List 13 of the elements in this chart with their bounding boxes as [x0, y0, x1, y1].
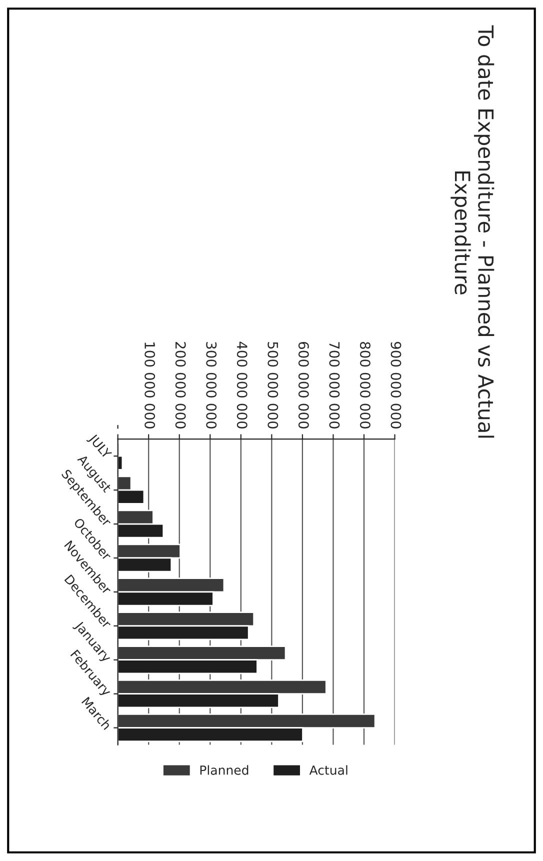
x-tick-label: 100 000 000	[144, 342, 156, 428]
x-tick-label: 500 000 000	[268, 342, 278, 428]
text: To date Expenditure - Planned vs Actual Expenditure	[450, 25, 494, 438]
legend-label: Actual	[309, 765, 348, 775]
x-tick-label: -	[117, 425, 118, 429]
legend-label: Planned	[200, 765, 248, 775]
x-tick-label: 800 000 000	[360, 342, 370, 428]
x-tick-label: 300 000 000	[206, 342, 217, 428]
x-tick-label: 400 000 000	[236, 342, 248, 428]
x-tick-label: 700 000 000	[329, 342, 340, 428]
x-tick-label: 200 000 000	[175, 342, 186, 428]
x-tick-label: 600 000 000	[298, 342, 309, 428]
x-tick-label: 900 000 000	[390, 342, 402, 428]
